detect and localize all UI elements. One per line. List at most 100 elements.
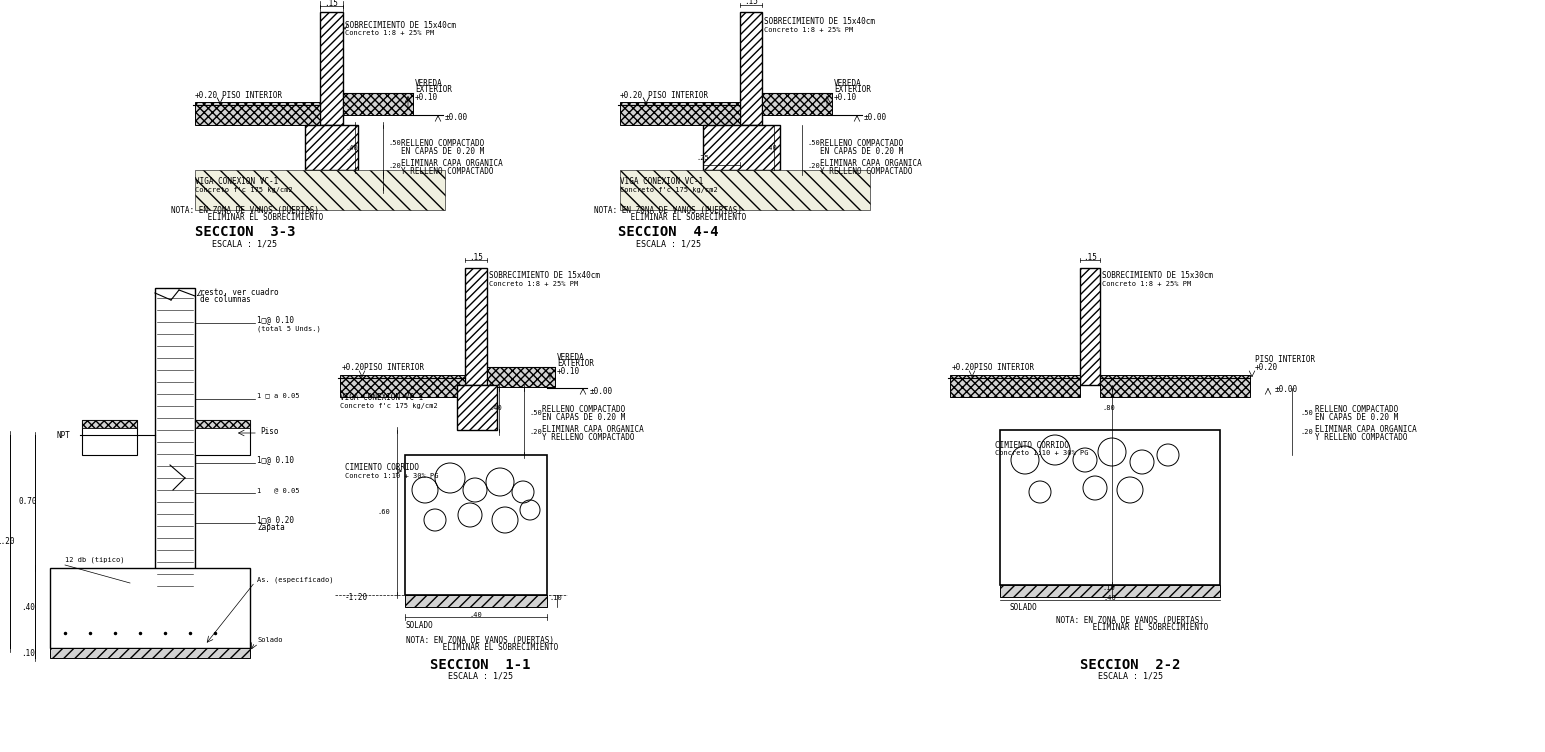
Text: .50: .50: [1299, 410, 1313, 416]
Text: SECCION  4-4: SECCION 4-4: [618, 225, 718, 239]
Bar: [1100, 375, 1250, 397]
Text: .20: .20: [1299, 429, 1313, 435]
Text: .20: .20: [388, 163, 400, 169]
Text: EN CAPAS DE 0.20 M: EN CAPAS DE 0.20 M: [402, 147, 484, 156]
Bar: [703, 125, 780, 170]
Text: EN CAPAS DE 0.20 M: EN CAPAS DE 0.20 M: [542, 414, 626, 423]
Text: Y RELLENO COMPACTADO: Y RELLENO COMPACTADO: [820, 166, 913, 175]
Text: CIMIENTO CORRIDO: CIMIENTO CORRIDO: [345, 463, 419, 472]
Text: NOTA: EN ZONA DE VANOS (PUERTAS): NOTA: EN ZONA DE VANOS (PUERTAS): [593, 205, 742, 214]
Text: Piso: Piso: [260, 427, 278, 436]
Text: +0.20: +0.20: [341, 363, 365, 372]
Text: VEREDA: VEREDA: [834, 78, 862, 87]
Bar: [195, 420, 250, 428]
Text: Concreto 1:8 + 25% PM: Concreto 1:8 + 25% PM: [1102, 281, 1191, 287]
Bar: [340, 375, 465, 397]
Text: ELIMINAR EL SOBRECIMIENTO: ELIMINAR EL SOBRECIMIENTO: [1052, 623, 1208, 632]
Text: 1 □ a 0.05: 1 □ a 0.05: [256, 392, 300, 398]
Bar: [82, 420, 138, 455]
Bar: [405, 455, 547, 595]
Text: 1.20: 1.20: [0, 536, 14, 545]
Text: 1□@ 0.10: 1□@ 0.10: [256, 316, 294, 325]
Text: .60: .60: [377, 509, 389, 515]
Text: .40: .40: [22, 604, 36, 612]
Text: .50: .50: [806, 140, 820, 146]
Text: SOBRECIMIENTO DE 15x40cm: SOBRECIMIENTO DE 15x40cm: [345, 20, 456, 29]
Text: Y RELLENO COMPACTADO: Y RELLENO COMPACTADO: [402, 166, 493, 175]
Text: Concreto f'c 175 kg/cm2: Concreto f'c 175 kg/cm2: [340, 403, 437, 409]
Text: EN CAPAS DE 0.20 M: EN CAPAS DE 0.20 M: [1315, 414, 1398, 423]
Bar: [154, 288, 195, 650]
Text: EXTERIOR: EXTERIOR: [416, 86, 453, 95]
Text: ELIMINAR EL SOBRECIMIENTO: ELIMINAR EL SOBRECIMIENTO: [589, 214, 746, 223]
Bar: [49, 568, 250, 648]
Text: resto, ver cuadro: resto, ver cuadro: [199, 287, 278, 296]
Text: .40: .40: [345, 145, 358, 151]
Text: .10: .10: [1102, 585, 1115, 591]
Text: NOTA: EN ZONA DE VANOS (PUERTAS): NOTA: EN ZONA DE VANOS (PUERTAS): [1055, 615, 1204, 624]
Bar: [343, 93, 413, 115]
Bar: [1080, 268, 1100, 385]
Text: Concreto 1:8 + 25% PM: Concreto 1:8 + 25% PM: [763, 27, 853, 33]
Text: Concreto 1:10 + 30% PG: Concreto 1:10 + 30% PG: [345, 473, 439, 479]
Bar: [304, 125, 358, 170]
Bar: [195, 170, 445, 210]
Text: .25: .25: [697, 155, 709, 161]
Text: SOBRECIMIENTO DE 15x40cm: SOBRECIMIENTO DE 15x40cm: [763, 17, 874, 26]
Text: PISO INTERIOR: PISO INTERIOR: [222, 90, 283, 99]
Bar: [1000, 430, 1221, 585]
Bar: [620, 170, 870, 210]
Text: +0.10: +0.10: [558, 368, 579, 377]
Text: SECCION  1-1: SECCION 1-1: [430, 658, 530, 672]
Text: .20: .20: [806, 163, 820, 169]
Text: .40: .40: [490, 405, 502, 411]
Text: +0.20: +0.20: [952, 363, 975, 372]
Text: EXTERIOR: EXTERIOR: [558, 359, 593, 368]
Bar: [620, 102, 740, 125]
Text: SOLADO: SOLADO: [405, 620, 433, 629]
Text: Y RELLENO COMPACTADO: Y RELLENO COMPACTADO: [542, 433, 635, 442]
Text: VEREDA: VEREDA: [416, 78, 443, 87]
Text: -1.20: -1.20: [345, 593, 368, 602]
Text: Concreto 1:8 + 25% PM: Concreto 1:8 + 25% PM: [345, 30, 434, 36]
Bar: [457, 385, 497, 430]
Text: +0.20: +0.20: [620, 90, 643, 99]
Text: .40: .40: [763, 145, 777, 151]
Text: .40: .40: [1103, 595, 1117, 601]
Text: SECCION  2-2: SECCION 2-2: [1080, 658, 1180, 672]
Text: .15: .15: [324, 0, 338, 8]
Bar: [487, 367, 555, 387]
Text: ELIMINAR CAPA ORGANICA: ELIMINAR CAPA ORGANICA: [402, 159, 502, 168]
Text: VIGA CONEXION VC-1: VIGA CONEXION VC-1: [340, 393, 423, 402]
Text: .50: .50: [528, 410, 542, 416]
Text: EXTERIOR: EXTERIOR: [834, 86, 871, 95]
Text: .10: .10: [22, 648, 36, 657]
Text: NOTA: EN ZONA DE VANOS (PUERTAS): NOTA: EN ZONA DE VANOS (PUERTAS): [406, 635, 555, 644]
Text: SOBRECIMIENTO DE 15x40cm: SOBRECIMIENTO DE 15x40cm: [490, 271, 599, 280]
Bar: [405, 595, 547, 607]
Bar: [950, 375, 1080, 397]
Bar: [320, 12, 343, 125]
Text: ±0.00: ±0.00: [864, 114, 887, 123]
Text: SOBRECIMIENTO DE 15x30cm: SOBRECIMIENTO DE 15x30cm: [1102, 271, 1213, 280]
Bar: [762, 93, 833, 115]
Text: .20: .20: [528, 429, 542, 435]
Text: PISO INTERIOR: PISO INTERIOR: [1255, 356, 1315, 365]
Bar: [465, 268, 487, 385]
Text: 1□@ 0.20: 1□@ 0.20: [256, 516, 294, 524]
Text: NPT: NPT: [56, 430, 70, 439]
Text: 0.70: 0.70: [19, 496, 37, 505]
Text: Zapata: Zapata: [256, 523, 284, 532]
Text: PISO INTERIOR: PISO INTERIOR: [365, 363, 425, 372]
Text: VEREDA: VEREDA: [558, 353, 584, 362]
Bar: [740, 12, 762, 125]
Text: de columnas: de columnas: [199, 296, 250, 305]
Text: As. (especificado): As. (especificado): [256, 577, 334, 584]
Text: 1□@ 0.10: 1□@ 0.10: [256, 456, 294, 465]
Text: .15: .15: [745, 0, 759, 7]
Text: ELIMINAR CAPA ORGANICA: ELIMINAR CAPA ORGANICA: [1315, 426, 1417, 435]
Bar: [49, 648, 250, 658]
Text: ELIMINAR EL SOBRECIMIENTO: ELIMINAR EL SOBRECIMIENTO: [402, 644, 559, 653]
Text: ESCALA : 1/25: ESCALA : 1/25: [1097, 672, 1162, 681]
Text: SECCION  3-3: SECCION 3-3: [195, 225, 295, 239]
